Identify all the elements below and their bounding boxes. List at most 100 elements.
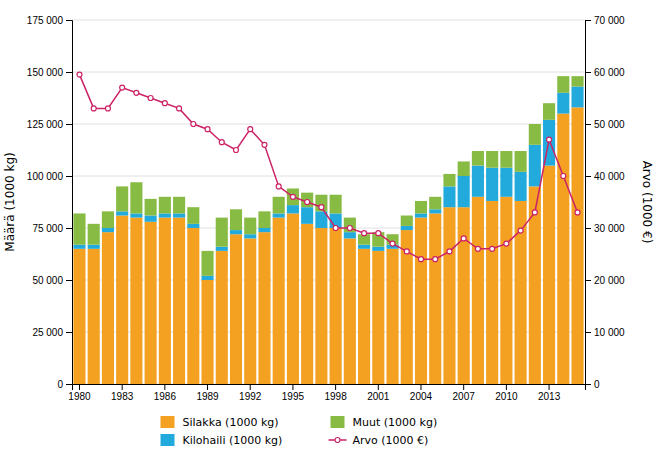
bar — [130, 218, 142, 384]
marker — [433, 257, 438, 262]
legend-label: Muut (1000 kg) — [353, 416, 438, 429]
bar — [515, 172, 527, 201]
marker — [532, 210, 537, 215]
bar — [216, 218, 228, 247]
marker — [490, 246, 495, 251]
bar — [230, 209, 242, 230]
bar — [273, 197, 285, 214]
marker — [561, 174, 566, 179]
tick-mark — [250, 384, 251, 390]
marker — [120, 85, 125, 90]
tick: 2007 — [453, 384, 476, 402]
marker — [418, 257, 423, 262]
tick-label: 1992 — [239, 391, 262, 402]
bar — [145, 216, 157, 222]
bar — [201, 276, 213, 280]
bar — [88, 249, 100, 384]
tick-mark — [378, 384, 379, 390]
marker — [547, 137, 552, 142]
bar — [173, 218, 185, 384]
tick-mark — [506, 384, 507, 390]
bar — [557, 76, 569, 93]
tick: 70 000 — [585, 15, 625, 26]
bar-series — [73, 107, 583, 384]
bar — [244, 234, 256, 238]
bar — [358, 249, 370, 384]
marker — [205, 127, 210, 132]
bar — [130, 182, 142, 213]
legend-marker — [335, 438, 340, 443]
bar — [571, 107, 583, 384]
tick: 1983 — [111, 384, 134, 402]
tick: 10 000 — [585, 327, 625, 338]
bar-series — [73, 87, 583, 280]
marker — [504, 241, 509, 246]
marker — [191, 122, 196, 127]
marker — [404, 249, 409, 254]
bar — [443, 186, 455, 207]
tick: 1986 — [154, 384, 177, 402]
tick: 1989 — [196, 384, 219, 402]
bar — [330, 195, 342, 214]
tick-mark — [292, 384, 293, 390]
marker — [447, 249, 452, 254]
tick-label: 25 000 — [32, 327, 63, 338]
plot: 1980198319861989199219951998200120042007… — [3, 15, 654, 402]
tick: 1992 — [239, 384, 262, 402]
marker — [575, 210, 580, 215]
marker — [234, 148, 239, 153]
tick: 30 000 — [585, 223, 625, 234]
tick-mark — [549, 384, 550, 390]
bar — [187, 207, 199, 224]
marker — [319, 205, 324, 210]
tick-label: 2001 — [367, 391, 390, 402]
tick-label: 30 000 — [594, 223, 625, 234]
legend-item: Silakka (1000 kg) — [161, 416, 279, 429]
tick-label: 1986 — [154, 391, 177, 402]
bar — [116, 186, 128, 211]
tick: 25 000 — [32, 327, 72, 338]
bar — [443, 174, 455, 186]
bar — [344, 238, 356, 384]
tick-label: 60 000 — [594, 67, 625, 78]
bar — [515, 151, 527, 172]
tick: 50 000 — [585, 119, 625, 130]
legend-item: Arvo (1000 €) — [329, 434, 429, 447]
bar — [273, 218, 285, 384]
tick-mark — [164, 384, 165, 390]
bar — [458, 176, 470, 207]
marker — [376, 231, 381, 236]
tick-label: 2010 — [495, 391, 518, 402]
y-axis-title: Määrä (1000 kg) — [3, 152, 17, 251]
bar — [244, 238, 256, 384]
marker — [276, 184, 281, 189]
bar — [258, 211, 270, 228]
tick: 175 000 — [27, 15, 72, 26]
bar — [415, 201, 427, 213]
bar — [358, 245, 370, 249]
bar — [216, 251, 228, 384]
tick-label: 10 000 — [594, 327, 625, 338]
bar — [102, 211, 114, 228]
bar — [244, 218, 256, 235]
tick: 100 000 — [27, 171, 72, 182]
bar — [187, 228, 199, 384]
axis-line — [73, 385, 586, 391]
grid-line — [72, 20, 585, 21]
tick-label: 100 000 — [27, 171, 64, 182]
tick-mark — [463, 384, 464, 390]
legend: Silakka (1000 kg)Kilohaili (1000 kg)Muut… — [161, 416, 438, 447]
y2-axis: 010 00020 00030 00040 00050 00060 00070 … — [585, 15, 625, 390]
tick-label: 150 000 — [27, 67, 64, 78]
bar — [116, 216, 128, 384]
bar — [201, 280, 213, 384]
tick-mark — [66, 280, 72, 281]
tick-label: 50 000 — [32, 275, 63, 286]
tick-label: 75 000 — [32, 223, 63, 234]
bar — [145, 222, 157, 384]
bar — [258, 232, 270, 384]
tick-label: 1995 — [282, 391, 305, 402]
tick-label: 0 — [594, 379, 600, 390]
tick-mark — [66, 20, 72, 21]
tick-mark — [79, 384, 80, 390]
